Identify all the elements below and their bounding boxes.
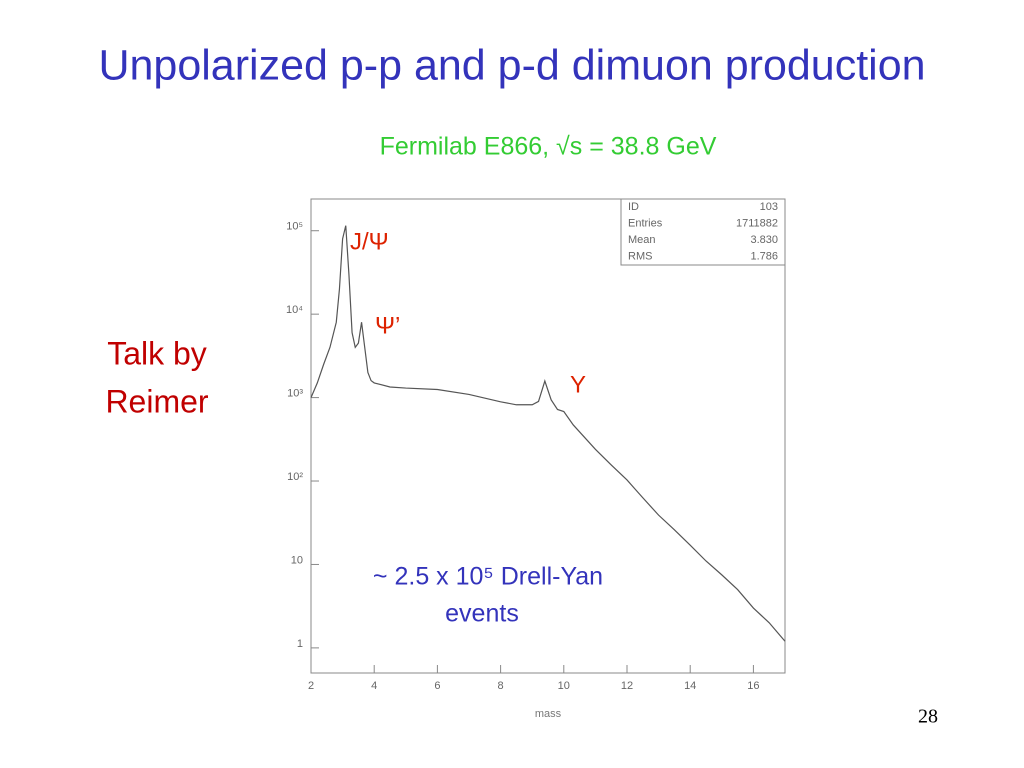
annotation: ~ 2.5 x 10⁵ Drell-Yan — [373, 563, 603, 591]
y-tick-label: 10³ — [287, 387, 303, 399]
annotation: J/Ψ — [350, 228, 389, 255]
side-note: Talk by — [107, 335, 207, 371]
side-note: Reimer — [105, 383, 208, 419]
stat-label: Entries — [628, 218, 663, 230]
y-tick-label: 10 — [291, 554, 303, 566]
x-axis-label: mass — [535, 708, 562, 720]
annotation: events — [445, 600, 519, 628]
stat-label: ID — [628, 201, 639, 213]
stat-value: 103 — [760, 201, 778, 213]
x-tick-label: 12 — [621, 680, 633, 692]
stats-box — [620, 198, 786, 266]
slide-title: Unpolarized p-p and p-d dimuon productio… — [98, 41, 925, 89]
y-tick-label: 10⁵ — [286, 221, 303, 233]
data-line — [310, 225, 786, 642]
page-number: 28 — [918, 706, 938, 728]
stat-value: 1.786 — [750, 251, 778, 263]
plot-frame — [310, 198, 786, 674]
stat-value: 3.830 — [750, 234, 778, 246]
y-tick-label: 1 — [297, 638, 303, 650]
x-tick-label: 4 — [371, 680, 377, 692]
chart-subtitle: Fermilab E866, √s = 38.8 GeV — [380, 133, 717, 161]
stat-label: Mean — [628, 234, 656, 246]
x-tick-label: 16 — [747, 680, 759, 692]
y-tick-label: 10⁴ — [286, 304, 303, 316]
stat-label: RMS — [628, 251, 652, 263]
stat-value: 1711882 — [736, 218, 778, 230]
x-tick-label: 6 — [434, 680, 440, 692]
y-tick-label: 10² — [287, 471, 303, 483]
x-tick-label: 8 — [498, 680, 504, 692]
x-tick-label: 10 — [558, 680, 570, 692]
annotation: Υ — [570, 371, 586, 398]
x-tick-label: 14 — [684, 680, 696, 692]
annotation: Ψ’ — [375, 312, 400, 339]
x-tick-label: 2 — [308, 680, 314, 692]
